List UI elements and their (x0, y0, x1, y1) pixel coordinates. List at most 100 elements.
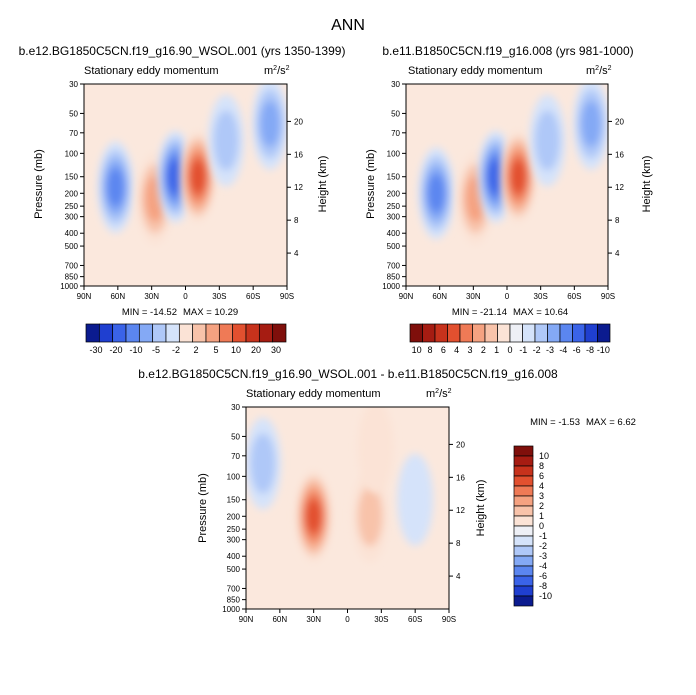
x-tick-label: 90S (280, 292, 294, 301)
x-tick-label: 0 (505, 292, 510, 301)
colorbar-swatch (513, 505, 534, 517)
colorbar-label: -3 (546, 345, 554, 355)
x-tick-label: 30N (466, 292, 481, 301)
y-tick-label: 150 (65, 173, 79, 182)
colorbar-swatch (509, 323, 523, 343)
colorbar-label: 4 (539, 481, 544, 491)
colorbar-swatch (513, 525, 534, 537)
colorbar-label: 5 (213, 345, 218, 355)
panel-3-units: m2/s2 (426, 388, 452, 400)
x-tick-label: 0 (345, 615, 350, 624)
height-tick-label: 12 (456, 506, 465, 515)
contour-feature (573, 84, 608, 170)
colorbar-swatch (584, 323, 598, 343)
x-tick-label: 30S (212, 292, 226, 301)
colorbar-label: -20 (109, 345, 122, 355)
colorbar-2: 10 8 6 4 3 2 1 0 -1 -2 -3 -4 -6 -8 -10 (409, 323, 611, 355)
colorbar-swatch (559, 323, 573, 343)
y-tick-label: 70 (391, 129, 400, 138)
panel-3-plot: 90N 60N 30N 0 30S 60S 90S 30 50 70 100 150 200 250 300… (222, 403, 465, 624)
x-tick-label: 90N (399, 292, 414, 301)
colorbar-label: 8 (427, 345, 432, 355)
colorbar-swatch (85, 323, 100, 343)
colorbar-swatch (597, 323, 611, 343)
y-tick-label: 200 (227, 512, 241, 521)
colorbar-label: 0 (539, 521, 544, 531)
y-tick-label: 850 (65, 273, 79, 282)
colorbar-swatch (232, 323, 247, 343)
y-tick-label: 1000 (382, 282, 400, 291)
colorbar-swatch (534, 323, 548, 343)
x-tick-label: 90N (239, 615, 254, 624)
panel-1-plot: 90N 60N 30N 0 30S 60S 90S 30 50 70 100 150 200 250 300… (60, 80, 303, 301)
y-tick-label: 200 (65, 189, 79, 198)
panel-3-min: MIN = -1.53 (530, 417, 580, 428)
y-tick-label: 250 (65, 202, 79, 211)
contour-feature (179, 130, 216, 223)
colorbar-label: 10 (231, 345, 241, 355)
colorbar-swatch (513, 575, 534, 587)
height-tick-label: 4 (294, 249, 299, 258)
x-tick-label: 30S (534, 292, 548, 301)
x-tick-label: 60S (408, 615, 422, 624)
panel-2-ylabel: Pressure (mb) (365, 149, 377, 219)
y-tick-label: 50 (391, 109, 400, 118)
colorbar-swatch (513, 515, 534, 527)
y-tick-label: 30 (391, 80, 400, 89)
colorbar-label: -30 (89, 345, 102, 355)
contour-feature (208, 94, 245, 187)
y-tick-label: 300 (227, 536, 241, 545)
colorbar-label: -4 (559, 345, 567, 355)
colorbar-label: 2 (539, 501, 544, 511)
height-tick-label: 8 (294, 216, 299, 225)
x-tick-label: 30N (144, 292, 159, 301)
panel-2-max: MAX = 10.64 (513, 307, 568, 318)
contour-feature (246, 417, 281, 510)
panel-3-right-label: Height (km) (475, 480, 487, 537)
colorbar-swatch (178, 323, 194, 343)
colorbar-swatch (409, 323, 423, 343)
x-tick-label: 60S (246, 292, 260, 301)
colorbar-swatch (205, 323, 220, 343)
colorbar-swatch (434, 323, 448, 343)
colorbar-swatch (513, 495, 534, 507)
colorbar-swatch (98, 323, 114, 343)
colorbar-swatch (513, 545, 534, 557)
colorbar-label: -4 (539, 561, 547, 571)
y-tick-label: 500 (227, 565, 241, 574)
height-tick-label: 4 (615, 249, 620, 258)
colorbar-swatch (192, 323, 207, 343)
y-tick-label: 50 (231, 432, 240, 441)
colorbar-swatch (513, 565, 534, 577)
colorbar-swatch (165, 323, 180, 343)
y-tick-label: 400 (387, 229, 401, 238)
height-tick-label: 8 (615, 216, 620, 225)
y-tick-label: 150 (227, 496, 241, 505)
x-tick-label: 90S (601, 292, 615, 301)
contour-feature (352, 470, 389, 563)
x-tick-label: 60N (272, 615, 287, 624)
colorbar-swatch (513, 555, 534, 567)
y-tick-label: 50 (69, 109, 78, 118)
figure-title: ANN (331, 17, 365, 34)
y-tick-label: 400 (65, 229, 79, 238)
colorbar-swatch (472, 323, 486, 343)
height-tick-label: 16 (294, 150, 303, 159)
colorbar-label: 2 (481, 345, 486, 355)
panel-1-right-label: Height (km) (317, 156, 329, 213)
colorbar-label: 10 (539, 451, 549, 461)
colorbar-label: 0 (507, 345, 512, 355)
height-tick-label: 20 (456, 440, 465, 449)
y-tick-label: 500 (65, 242, 79, 251)
contour-feature (397, 453, 434, 546)
colorbar-label: -2 (533, 345, 541, 355)
colorbar-swatch (258, 323, 274, 343)
y-tick-label: 400 (227, 552, 241, 561)
panel-2-right-label: Height (km) (641, 156, 653, 213)
colorbar-label: 2 (193, 345, 198, 355)
panel-3-subtitle: Stationary eddy momentum (246, 388, 381, 400)
contour-feature (295, 470, 332, 563)
colorbar-swatch (513, 595, 534, 607)
y-tick-label: 70 (69, 129, 78, 138)
